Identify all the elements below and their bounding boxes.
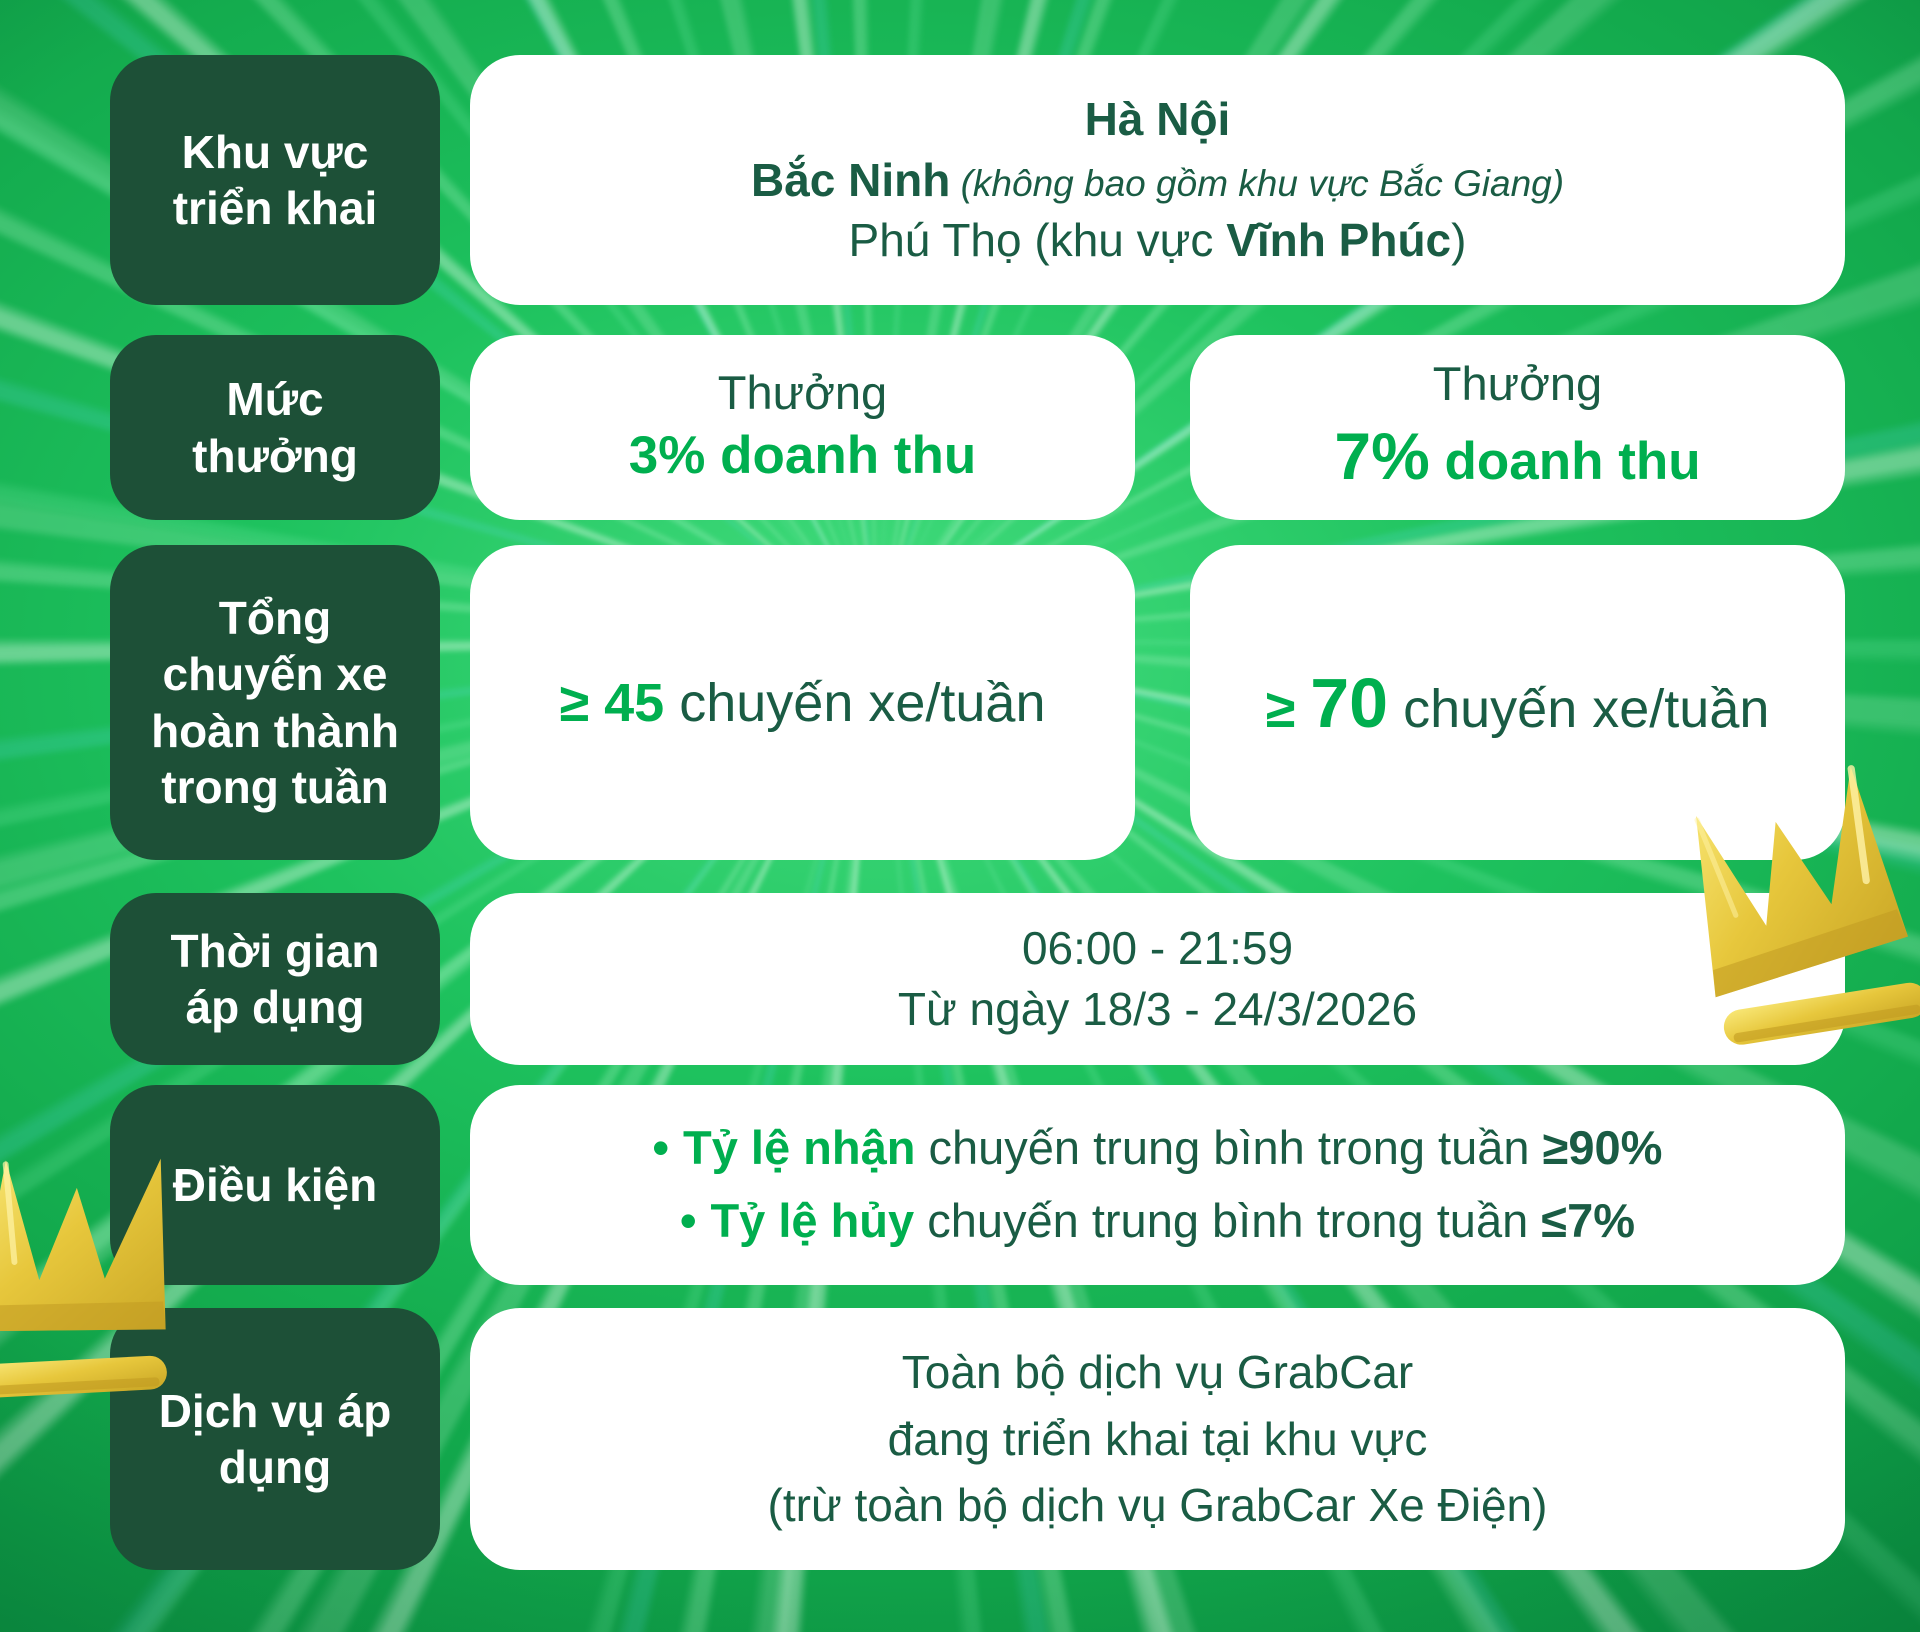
- condition-cancel-rate: • Tỷ lệ hủy chuyến trung bình trong tuần …: [679, 1194, 1636, 1247]
- bonus-tier-1-title: Thưởng: [717, 365, 888, 419]
- services-line-2: đang triển khai tại khu vực: [887, 1412, 1428, 1465]
- card-deployment-area: Hà Nội Bắc Ninh (không bao gồm khu vực B…: [470, 55, 1845, 305]
- condition-acceptance-rate: • Tỷ lệ nhận chuyến trung bình trong tuần…: [652, 1121, 1663, 1175]
- label-time-window: Thời gian áp dụng: [110, 893, 440, 1065]
- bullet-icon: •: [679, 1194, 697, 1247]
- area-city-3: Phú Thọ (khu vực Vĩnh Phúc): [848, 214, 1467, 267]
- card-services: Toàn bộ dịch vụ GrabCar đang triển khai …: [470, 1308, 1845, 1570]
- label-total-trips: Tổng chuyến xe hoàn thành trong tuần: [110, 545, 440, 860]
- date-range: Từ ngày 18/3 - 24/3/2026: [897, 983, 1418, 1035]
- bonus-tier-2-value: 7% doanh thu: [1334, 418, 1701, 493]
- gold-crown-icon: [1654, 725, 1920, 1106]
- bullet-icon: •: [652, 1121, 670, 1175]
- card-trips-tier-1: ≥ 45 chuyến xe/tuần: [470, 545, 1135, 860]
- card-conditions: • Tỷ lệ nhận chuyến trung bình trong tuần…: [470, 1085, 1845, 1285]
- label-services: Dịch vụ áp dụng: [110, 1308, 440, 1570]
- card-trips-tier-2: ≥ 70 chuyến xe/tuần: [1190, 545, 1845, 860]
- bonus-tier-2-title: Thưởng: [1432, 357, 1603, 411]
- card-bonus-tier-2: Thưởng 7% doanh thu: [1190, 335, 1845, 520]
- area-city-2-note: (không bao gồm khu vực Bắc Giang): [950, 162, 1565, 204]
- label-deployment-area: Khu vực triển khai: [110, 55, 440, 305]
- area-city-2: Bắc Ninh (không bao gồm khu vực Bắc Gian…: [750, 153, 1565, 206]
- time-range: 06:00 - 21:59: [1021, 922, 1294, 975]
- trips-tier-2-value: ≥ 70 chuyến xe/tuần: [1265, 663, 1770, 742]
- label-bonus-level: Mức thưởng: [110, 335, 440, 520]
- trips-tier-1-value: ≥ 45 chuyến xe/tuần: [559, 672, 1046, 733]
- label-conditions: Điều kiện: [110, 1085, 440, 1285]
- bonus-tier-1-value: 3% doanh thu: [628, 426, 977, 486]
- area-city-1: Hà Nội: [1084, 92, 1231, 145]
- services-line-1: Toàn bộ dịch vụ GrabCar: [901, 1345, 1414, 1398]
- card-time-window: 06:00 - 21:59 Từ ngày 18/3 - 24/3/2026: [470, 893, 1845, 1065]
- services-line-3: (trừ toàn bộ dịch vụ GrabCar Xe Điện): [767, 1479, 1548, 1532]
- gold-crown-icon: [0, 1127, 186, 1433]
- card-bonus-tier-1: Thưởng 3% doanh thu: [470, 335, 1135, 520]
